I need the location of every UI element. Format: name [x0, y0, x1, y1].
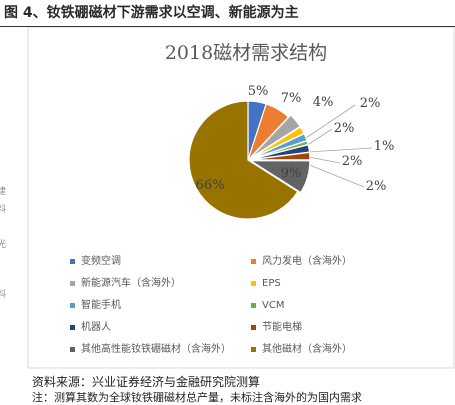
legend-swatch: [251, 281, 256, 286]
leader-line: [305, 128, 333, 147]
chart-frame: [27, 27, 455, 369]
chart-title: 2018磁材需求结构: [165, 42, 327, 64]
legend-entry: 智能手机: [70, 298, 121, 311]
slice-data-label: 1%: [374, 139, 395, 154]
legend-swatch: [251, 259, 256, 264]
pie-slice: [248, 160, 311, 194]
leader-line: [307, 147, 373, 153]
legend-entry: 风力发电（含海外）: [251, 254, 352, 267]
legend-entry: 机器人: [70, 320, 111, 333]
legend-label: VCM: [262, 300, 284, 311]
legend-entry: 节能电梯: [251, 320, 302, 333]
legend-label: 其他磁材（含海外）: [262, 342, 352, 355]
legend-label: 风力发电（含海外）: [262, 254, 352, 267]
cropped-text-fragment: 料: [0, 290, 7, 300]
slice-data-label: 2%: [366, 179, 387, 194]
legend-swatch: [70, 259, 75, 264]
leader-line: [308, 156, 341, 164]
legend-label: 节能电梯: [262, 320, 302, 333]
legend-swatch: [70, 347, 75, 352]
slice-data-label: 9%: [281, 166, 302, 181]
legend-swatch: [70, 281, 75, 286]
legend-label: EPS: [262, 278, 281, 289]
legend-label: 机器人: [81, 320, 111, 333]
legend-swatch: [70, 303, 75, 308]
legend-swatch: [251, 347, 256, 352]
legend-entry: 新能源汽车（含海外）: [70, 276, 181, 289]
cropped-text-fragment: 光: [0, 240, 7, 250]
figure-title: 图 4、钕铁硼磁材下游需求以空调、新能源为主: [4, 5, 299, 21]
pie-slice: [250, 151, 311, 161]
legend-swatch: [251, 325, 256, 330]
legend-entry: VCM: [251, 300, 284, 311]
legend-entry: 变频空调: [70, 254, 121, 267]
slice-data-label: 2%: [342, 154, 363, 169]
cropped-text-fragment: 建: [0, 187, 7, 197]
slice-data-label: 2%: [360, 96, 381, 111]
leader-line: [306, 163, 365, 188]
source-note: 资料来源：兴业证券经济与金融研究院测算: [32, 375, 261, 389]
slice-data-label: 2%: [334, 121, 355, 136]
legend-entry: 其他磁材（含海外）: [251, 342, 352, 355]
legend-swatch: [70, 325, 75, 330]
legend-label: 智能手机: [81, 298, 121, 311]
leader-line: [302, 104, 356, 141]
legend-entry: 其他高性能钕铁硼磁材（含海外）: [70, 342, 231, 355]
legend-label: 其他高性能钕铁硼磁材（含海外）: [81, 342, 231, 355]
legend-label: 变频空调: [81, 254, 121, 267]
slice-data-label: 7%: [281, 91, 302, 106]
legend-entry: EPS: [251, 278, 281, 289]
legend-swatch: [251, 303, 256, 308]
cropped-text-fragment: 料: [0, 205, 7, 215]
legend-label: 新能源汽车（含海外）: [81, 276, 181, 289]
slice-data-label: 4%: [313, 95, 334, 110]
slice-data-label: 66%: [196, 178, 225, 193]
footnote: 注：测算其数为全球钕铁硼磁材总产量，未标注含海外的为国内需求: [32, 391, 362, 404]
pie-slice: [188, 100, 299, 220]
slice-data-label: 5%: [248, 84, 269, 99]
